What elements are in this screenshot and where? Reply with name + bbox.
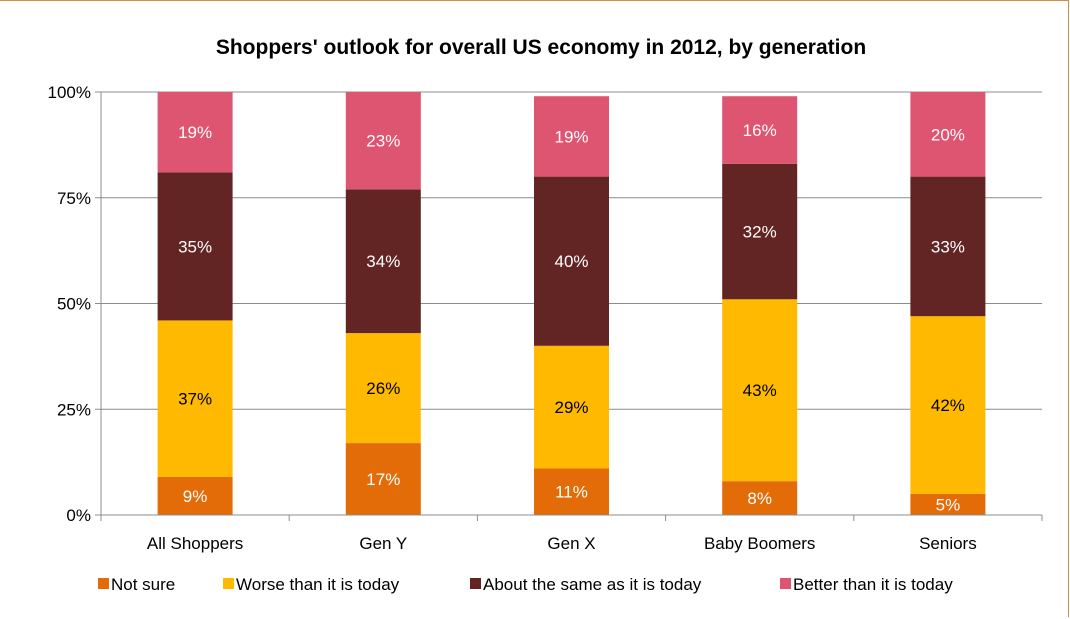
legend-label: Not sure xyxy=(111,575,175,594)
data-label: 37% xyxy=(178,390,212,409)
x-tick-label: Seniors xyxy=(919,534,977,553)
legend-swatch xyxy=(98,578,109,589)
data-label: 33% xyxy=(931,237,965,256)
y-tick-label: 50% xyxy=(57,295,91,314)
bar-segment xyxy=(345,189,421,334)
bar-segment xyxy=(345,443,421,515)
legend-swatch xyxy=(780,578,791,589)
legend-swatch xyxy=(223,578,234,589)
data-label: 19% xyxy=(554,127,588,146)
chart-title: Shoppers' outlook for overall US economy… xyxy=(216,36,866,59)
data-label: 34% xyxy=(366,252,400,271)
y-tick-label: 25% xyxy=(57,400,91,419)
bar-segment xyxy=(157,172,233,321)
legend: Not sure Worse than it is today About the … xyxy=(98,575,953,594)
bar-segment xyxy=(534,468,609,515)
data-label: 23% xyxy=(366,132,400,151)
data-label: 8% xyxy=(747,489,772,508)
data-label: 29% xyxy=(554,398,588,417)
y-tick-label: 75% xyxy=(57,189,91,208)
data-label: 42% xyxy=(931,396,965,415)
y-tick-label: 0% xyxy=(66,506,91,525)
bar-segment xyxy=(157,476,233,515)
bar-segment xyxy=(345,333,421,444)
bar-segment xyxy=(534,345,609,469)
data-label: 5% xyxy=(936,495,961,514)
bar-segment xyxy=(534,96,609,177)
bar-segment xyxy=(157,320,233,477)
data-label: 9% xyxy=(183,487,208,506)
legend-label: Worse than it is today xyxy=(236,575,400,594)
bar-segment xyxy=(910,316,986,494)
data-label: 26% xyxy=(366,379,400,398)
legend-label: About the same as it is today xyxy=(483,575,702,594)
data-label: 43% xyxy=(743,381,777,400)
legend-swatch xyxy=(470,578,481,589)
data-label: 40% xyxy=(554,252,588,271)
bar-segment xyxy=(910,176,986,317)
data-label: 19% xyxy=(178,123,212,142)
bar-segment xyxy=(534,176,609,346)
bar-segment xyxy=(910,92,986,177)
bar-segment xyxy=(722,299,798,482)
legend-label: Better than it is today xyxy=(793,575,953,594)
data-label: 32% xyxy=(743,223,777,242)
x-tick-label: All Shoppers xyxy=(147,534,243,553)
data-label: 16% xyxy=(743,121,777,140)
bar-segment xyxy=(345,92,421,190)
bar-segment xyxy=(722,163,798,300)
data-label: 11% xyxy=(555,483,588,502)
bar-segment xyxy=(722,481,798,515)
bar-segment xyxy=(722,96,798,164)
x-tick-label: Gen X xyxy=(547,534,595,553)
x-tick-label: Baby Boomers xyxy=(704,534,816,553)
data-label: 17% xyxy=(366,470,400,489)
x-tick-label: Gen Y xyxy=(359,534,407,553)
data-label: 20% xyxy=(931,125,965,144)
y-tick-label: 100% xyxy=(48,83,91,102)
axes: 0% 25% 50% 75% 100% All Shoppers Gen Y Gen X Bab… xyxy=(48,83,1043,553)
bar-segment xyxy=(910,493,986,515)
bars: 9% 37% 35% 19% 17% 26% 34% 23% 11% 29% 40% 19% 8% 43%… xyxy=(157,92,986,515)
bar-segment xyxy=(157,92,233,173)
data-label: 35% xyxy=(178,237,212,256)
